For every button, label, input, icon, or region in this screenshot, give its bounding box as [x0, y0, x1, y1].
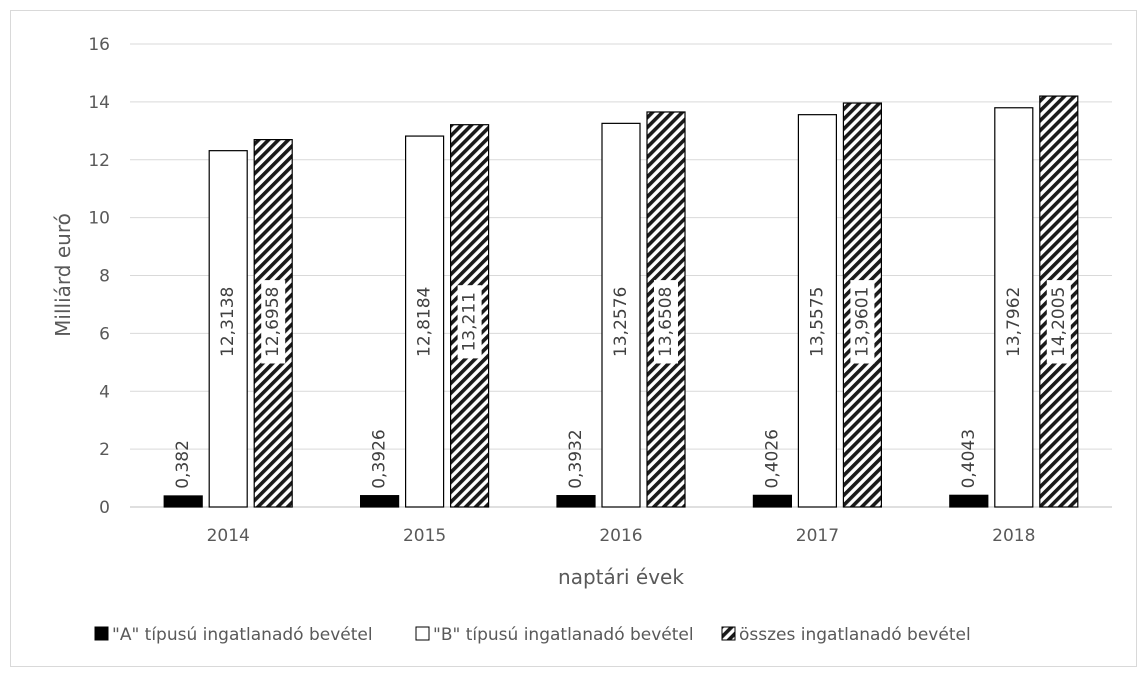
y-tick-label: 6 [99, 324, 110, 344]
data-label-bg [261, 280, 286, 364]
chart-frame [10, 10, 1137, 667]
y-tick-label: 12 [88, 151, 110, 171]
y-axis-ticks: 0 2 4 6 8 10 12 14 16 [88, 35, 110, 518]
data-label-a-2016: 0,3932 [566, 429, 586, 488]
data-label-bg [412, 280, 437, 364]
y-tick-label: 2 [99, 440, 110, 460]
data-label-bg [216, 280, 241, 364]
data-label-b-2017: 13,5575 [807, 287, 827, 357]
y-axis-title: Milliárd euró [51, 213, 75, 337]
data-label-b-2018: 13,7962 [1004, 287, 1024, 357]
data-label-bg [850, 280, 875, 364]
y-tick-label: 10 [88, 209, 110, 229]
data-label-b-2014: 12,3138 [218, 287, 238, 357]
data-label-total-2016: 13,6508 [656, 287, 676, 357]
data-label-total-2014: 12,6958 [263, 287, 283, 357]
data-label-b-2016: 13,2576 [611, 287, 631, 357]
legend-label-total: összes ingatlanadó bevétel [739, 625, 971, 645]
data-label-a-2017: 0,4026 [762, 429, 782, 488]
data-label-total-2017: 13,9601 [852, 287, 872, 357]
data-label-b-2015: 12,8184 [415, 287, 435, 357]
data-label-bg [1046, 280, 1071, 364]
y-tick-label: 14 [88, 93, 110, 113]
data-labels: 0,382 12,3138 12,6958 0,3926 12,8184 13,211 0,… [173, 280, 1071, 489]
bar-a-2018 [949, 494, 989, 508]
x-tick-label: 2017 [796, 526, 839, 546]
bar-b-2018 [994, 107, 1034, 508]
y-tick-label: 8 [99, 267, 110, 287]
bar-a-2016 [556, 495, 596, 508]
x-axis-ticks: 2014 2015 2016 2017 2018 [207, 526, 1036, 546]
data-label-total-2018: 14,2005 [1049, 287, 1069, 357]
data-label-bg [805, 280, 830, 364]
data-label-a-2018: 0,4043 [959, 429, 979, 488]
x-axis-title: naptári évek [558, 565, 684, 589]
data-label-bg [654, 280, 678, 364]
legend-swatch-total [721, 626, 736, 641]
x-tick-label: 2016 [599, 526, 642, 546]
bar-total-2018 [1039, 95, 1079, 508]
bar-a-2014 [163, 495, 203, 508]
data-label-bg [457, 285, 482, 359]
legend-label-a: "A" típusú ingatlanadó bevétel [112, 625, 373, 645]
legend-swatch-b [415, 626, 430, 641]
data-label-a-2014: 0,382 [173, 440, 193, 489]
data-label-a-2015: 0,3926 [370, 429, 390, 488]
legend-swatch-a [94, 626, 109, 641]
legend: "A" típusú ingatlanadó bevétel "B" típusú… [94, 625, 971, 645]
data-label-total-2015: 13,211 [460, 292, 480, 351]
bars [163, 95, 1079, 508]
bar-a-2015 [360, 495, 400, 508]
data-label-bg [1001, 280, 1026, 364]
y-tick-label: 0 [99, 498, 110, 518]
y-tick-label: 16 [88, 35, 110, 55]
bar-a-2017 [752, 494, 793, 508]
x-tick-label: 2018 [992, 526, 1035, 546]
legend-label-b: "B" típusú ingatlanadó bevétel [433, 625, 694, 645]
x-tick-label: 2014 [207, 526, 250, 546]
data-label-bg [609, 280, 633, 364]
y-tick-label: 4 [99, 382, 110, 402]
x-tick-label: 2015 [403, 526, 446, 546]
